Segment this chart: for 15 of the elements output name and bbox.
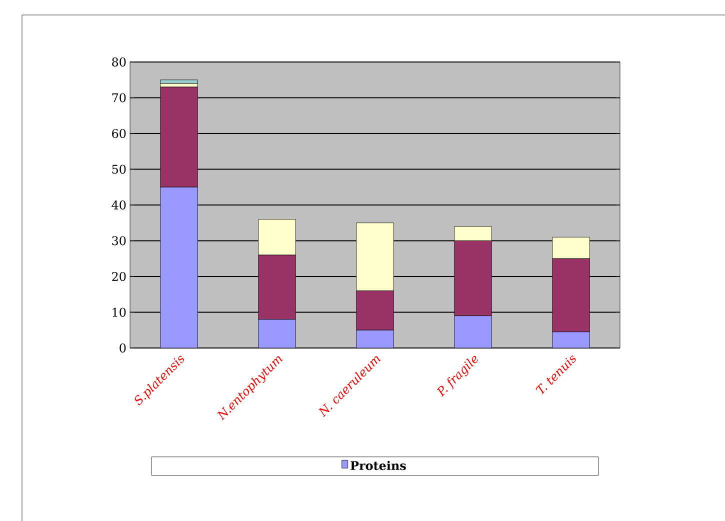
bar (160, 186, 198, 348)
y-tick-label: 40 (112, 200, 126, 210)
y-tick-label: 80 (112, 57, 126, 67)
y-tick-label: 60 (112, 128, 126, 138)
y-tick-label: 70 (112, 93, 126, 102)
y-tick-label: 50 (112, 164, 126, 174)
bar (258, 319, 296, 348)
y-tick-label: 10 (112, 308, 126, 317)
y-tick-label: 30 (112, 236, 126, 246)
bar (552, 332, 590, 348)
y-tick-label: 0 (120, 343, 126, 353)
legend-label: Proteins (350, 460, 406, 470)
y-tick-label: 20 (112, 272, 126, 282)
bar (454, 316, 492, 348)
bar (356, 330, 394, 348)
